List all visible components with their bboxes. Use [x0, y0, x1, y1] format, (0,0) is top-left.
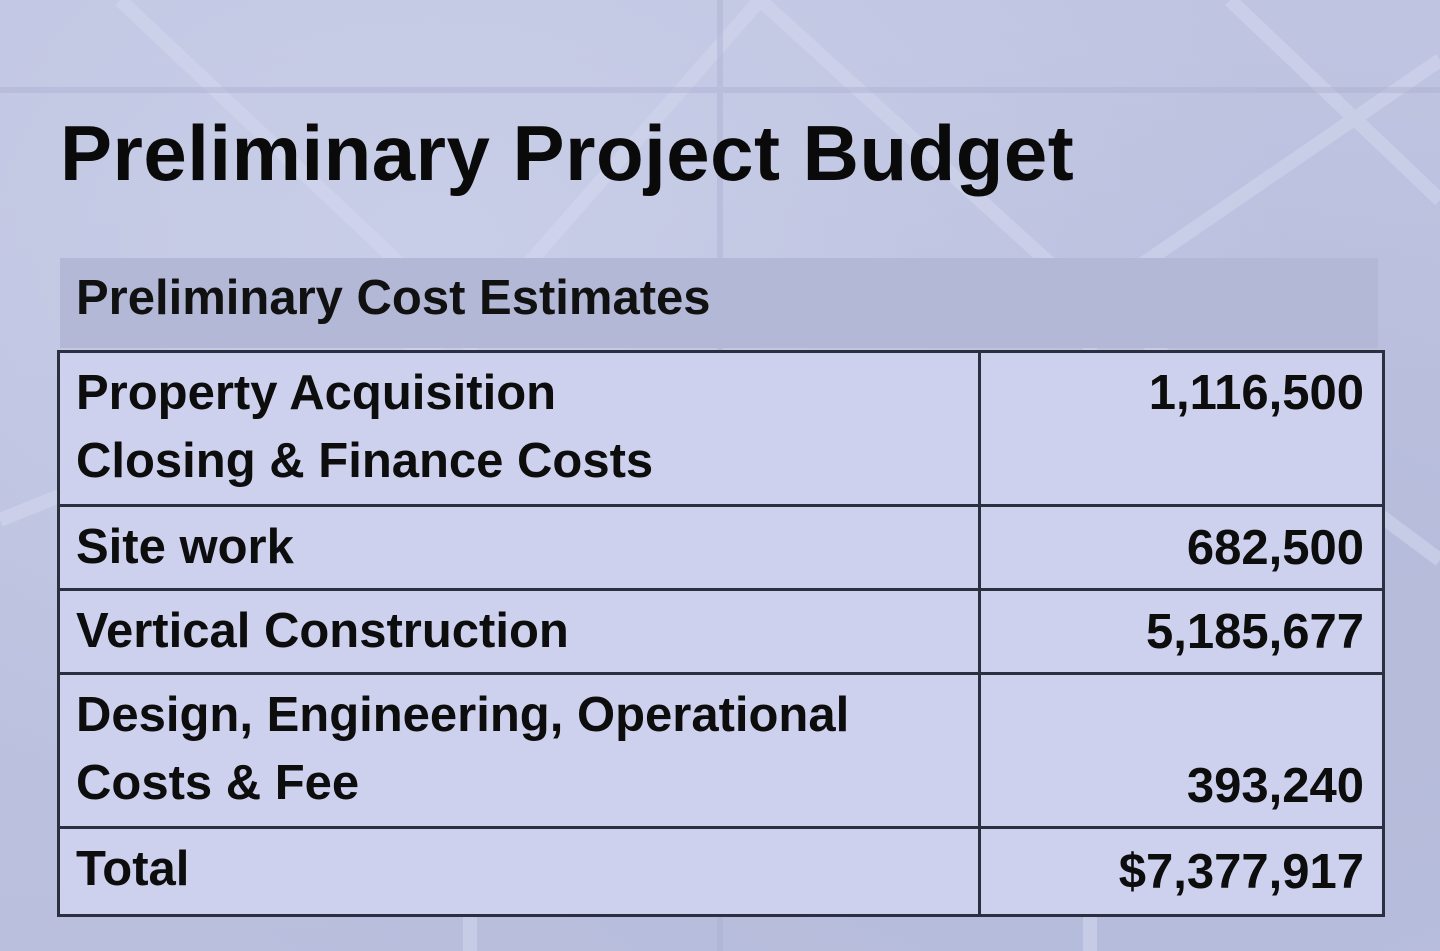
row-value: $7,377,917 [978, 826, 1385, 917]
row-label-line: Site work [76, 520, 294, 574]
table-row: Site work 682,500 [57, 504, 1385, 591]
table-caption: Preliminary Cost Estimates [60, 258, 1378, 348]
table-row-total: Total $7,377,917 [57, 826, 1385, 917]
row-label: Property Acquisition Closing & Finance C… [57, 350, 981, 507]
row-label-line: Closing & Finance Costs [76, 434, 654, 488]
row-label: Site work [57, 504, 981, 591]
row-label-line: Vertical Construction [76, 604, 569, 658]
row-value: 393,240 [978, 672, 1385, 829]
row-label-line: Property Acquisition [76, 366, 557, 420]
row-label-line: Total [76, 842, 190, 896]
row-label-line: Design, Engineering, Operational [76, 688, 850, 742]
row-label: Design, Engineering, Operational Costs &… [57, 672, 981, 829]
table-row: Design, Engineering, Operational Costs &… [57, 672, 1385, 829]
row-label: Vertical Construction [57, 588, 981, 675]
row-value: 1,116,500 [978, 350, 1385, 507]
row-value: 682,500 [978, 504, 1385, 591]
row-label-line: Costs & Fee [76, 756, 360, 810]
slide-title: Preliminary Project Budget [60, 109, 1075, 197]
table-row: Vertical Construction 5,185,677 [57, 588, 1385, 675]
row-value: 5,185,677 [978, 588, 1385, 675]
table-row: Property Acquisition Closing & Finance C… [57, 350, 1385, 507]
row-label: Total [57, 826, 981, 917]
budget-table: Property Acquisition Closing & Finance C… [57, 350, 1385, 917]
